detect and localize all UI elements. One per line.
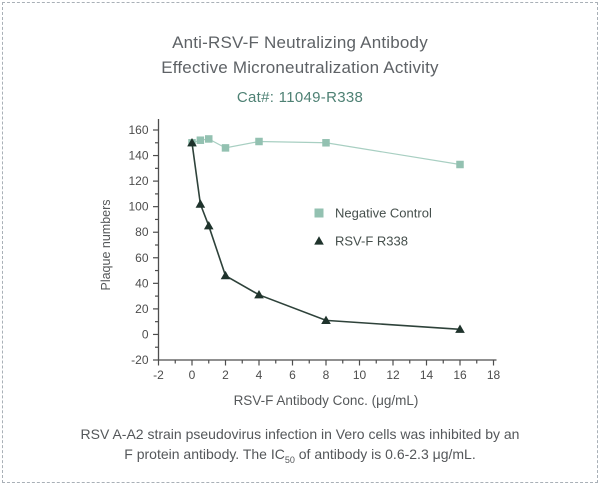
figure-title-line2: Effective Microneutralization Activity bbox=[161, 58, 439, 77]
triangle-marker bbox=[195, 199, 206, 208]
x-tick-label: 6 bbox=[289, 368, 296, 382]
figure-header: Anti-RSV-F Neutralizing Antibody Effecti… bbox=[0, 30, 600, 106]
y-tick-label: 120 bbox=[128, 174, 148, 188]
square-marker bbox=[205, 135, 213, 143]
legend-label-negative-control: Negative Control bbox=[335, 206, 432, 221]
x-tick-label: 2 bbox=[222, 368, 229, 382]
x-tick-label: 14 bbox=[420, 368, 434, 382]
y-tick-label: 100 bbox=[128, 200, 148, 214]
y-tick-label: 40 bbox=[135, 276, 149, 290]
triangle-marker bbox=[455, 324, 465, 333]
x-tick-label: 12 bbox=[386, 368, 400, 382]
figure-caption: RSV A-A2 strain pseudovirus infection in… bbox=[0, 424, 600, 470]
x-tick-label: 0 bbox=[189, 368, 196, 382]
ic50-subscript: 50 bbox=[284, 454, 295, 465]
triangle-marker bbox=[314, 236, 324, 245]
catalog-number: Cat#: 11049-R338 bbox=[236, 89, 364, 106]
legend-label-rsvf-r338: RSV-F R338 bbox=[335, 234, 408, 249]
y-tick-label: 140 bbox=[128, 149, 148, 163]
y-axis-label: Plaque numbers bbox=[99, 199, 113, 290]
x-tick-label: 10 bbox=[353, 368, 367, 382]
x-tick-label: 4 bbox=[256, 368, 263, 382]
triangle-marker bbox=[321, 315, 331, 324]
y-tick-label: 80 bbox=[135, 225, 149, 239]
square-marker bbox=[255, 137, 263, 146]
square-marker bbox=[314, 208, 324, 218]
x-tick-label: -2 bbox=[153, 368, 164, 382]
y-tick-label: 160 bbox=[128, 123, 148, 137]
x-tick-label: 16 bbox=[453, 368, 467, 382]
triangle-marker bbox=[187, 137, 197, 147]
triangle-marker bbox=[254, 290, 264, 299]
y-tick-label: 0 bbox=[142, 327, 149, 341]
x-tick-label: 18 bbox=[487, 368, 501, 382]
square-marker bbox=[456, 160, 464, 169]
x-tick-label: 8 bbox=[323, 368, 330, 382]
y-tick-label: -20 bbox=[131, 353, 149, 367]
caption-line1: RSV A-A2 strain pseudovirus infection in… bbox=[80, 426, 520, 442]
caption-line2: F protein antibody. The IC50 of antibody… bbox=[124, 446, 476, 465]
y-tick-label: 20 bbox=[135, 302, 149, 316]
x-axis-label: RSV-F Antibody Conc. (μg/mL) bbox=[234, 393, 419, 408]
series-line-rsvf-r338 bbox=[191, 142, 461, 331]
triangle-marker bbox=[220, 270, 231, 280]
square-marker bbox=[196, 136, 205, 144]
y-tick-label: 60 bbox=[135, 251, 149, 265]
figure-title-line1: Anti-RSV-F Neutralizing Antibody bbox=[172, 33, 428, 52]
square-marker bbox=[221, 144, 230, 152]
square-marker bbox=[322, 139, 330, 147]
triangle-marker bbox=[203, 221, 214, 230]
